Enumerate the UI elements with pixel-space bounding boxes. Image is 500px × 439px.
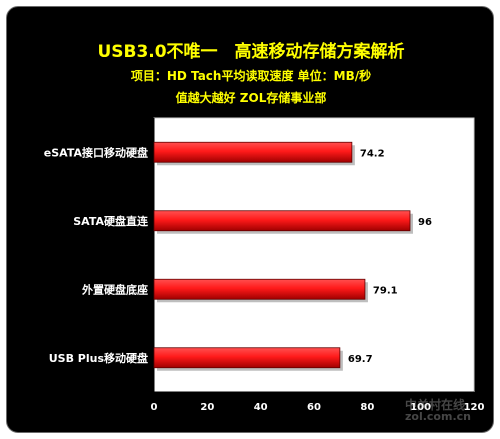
bar [153,141,353,163]
bar [153,347,341,369]
chart-subtitle: 项目：HD Tach平均读取速度 单位：MB/秒 [130,69,372,83]
watermark-url: zol.com.cn [405,410,471,423]
watermark-text: 中关村在线 [405,398,466,412]
bar [153,278,366,300]
bar [153,210,411,232]
plot-area: 0 20 40 60 80 100 120 eSATA接口移动硬盘 74.2 SATA硬盘直连 96… [44,117,485,413]
x-tick-label: 120 [464,402,485,413]
x-tick-label: 0 [151,402,158,413]
category-label: USB Plus移动硬盘 [49,351,148,365]
category-label: eSATA接口移动硬盘 [44,145,148,159]
data-label: 74.2 [360,148,385,159]
x-tick-label: 40 [254,402,268,413]
category-label: SATA硬盘直连 [73,214,149,228]
x-tick-label: 80 [360,402,374,413]
chart-tagline: 值越大越好 ZOL存储事业部 [175,91,327,105]
x-tick-label: 60 [307,402,321,413]
chart-frame: USB3.0不唯一 高速移动存储方案解析 项目：HD Tach平均读取速度 单位… [6,6,494,433]
data-label: 69.7 [348,354,373,365]
bar-chart: 0 20 40 60 80 100 120 eSATA接口移动硬盘 74.2 SATA硬盘直连 96… [44,117,485,413]
watermark: 中关村在线 zol.com.cn [405,399,471,423]
category-label: 外置硬盘底座 [81,282,148,296]
x-tick-label: 100 [410,402,431,413]
chart-title: USB3.0不唯一 高速移动存储方案解析 [97,42,405,62]
data-label: 96 [418,217,432,228]
x-tick-label: 20 [200,402,214,413]
data-label: 79.1 [373,285,398,296]
